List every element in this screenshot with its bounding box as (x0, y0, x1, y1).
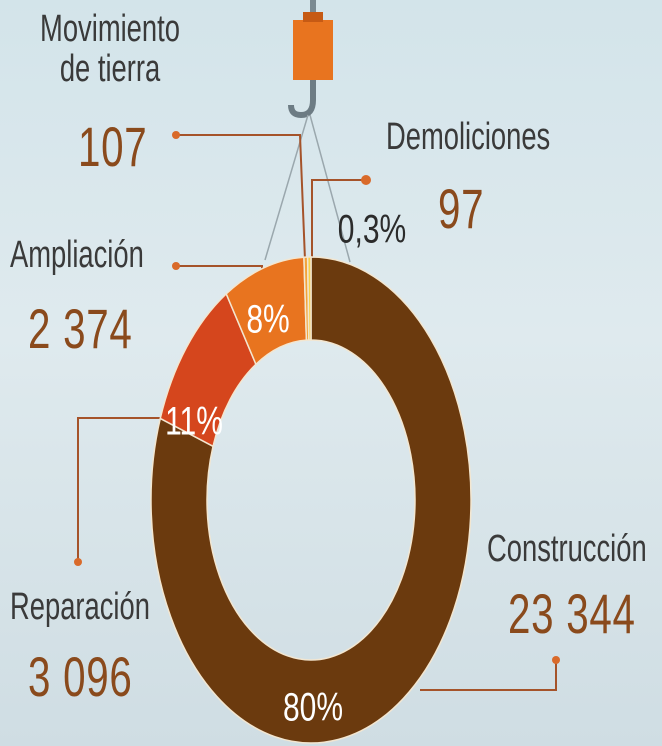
category-label: Demoliciones (386, 116, 551, 158)
value-label: 97 (438, 177, 485, 240)
percent-label: 11% (165, 399, 223, 444)
donut-segment (150, 256, 472, 744)
percent-label: 8% (246, 297, 290, 342)
category-label: Construcción (487, 528, 647, 570)
category-label: Reparación (10, 586, 150, 628)
value-label: 107 (78, 115, 148, 178)
value-label: 3 096 (28, 645, 133, 708)
donut-segment (306, 256, 312, 341)
category-label: Movimiento de tierra (40, 8, 180, 90)
percent-label: 0,3% (337, 207, 407, 252)
category-label: Ampliación (10, 234, 144, 276)
donut (150, 256, 472, 744)
leader-dots (74, 131, 560, 664)
percent-label: 80% (282, 685, 344, 730)
value-label: 2 374 (28, 297, 133, 360)
value-label: 23 344 (508, 582, 636, 645)
